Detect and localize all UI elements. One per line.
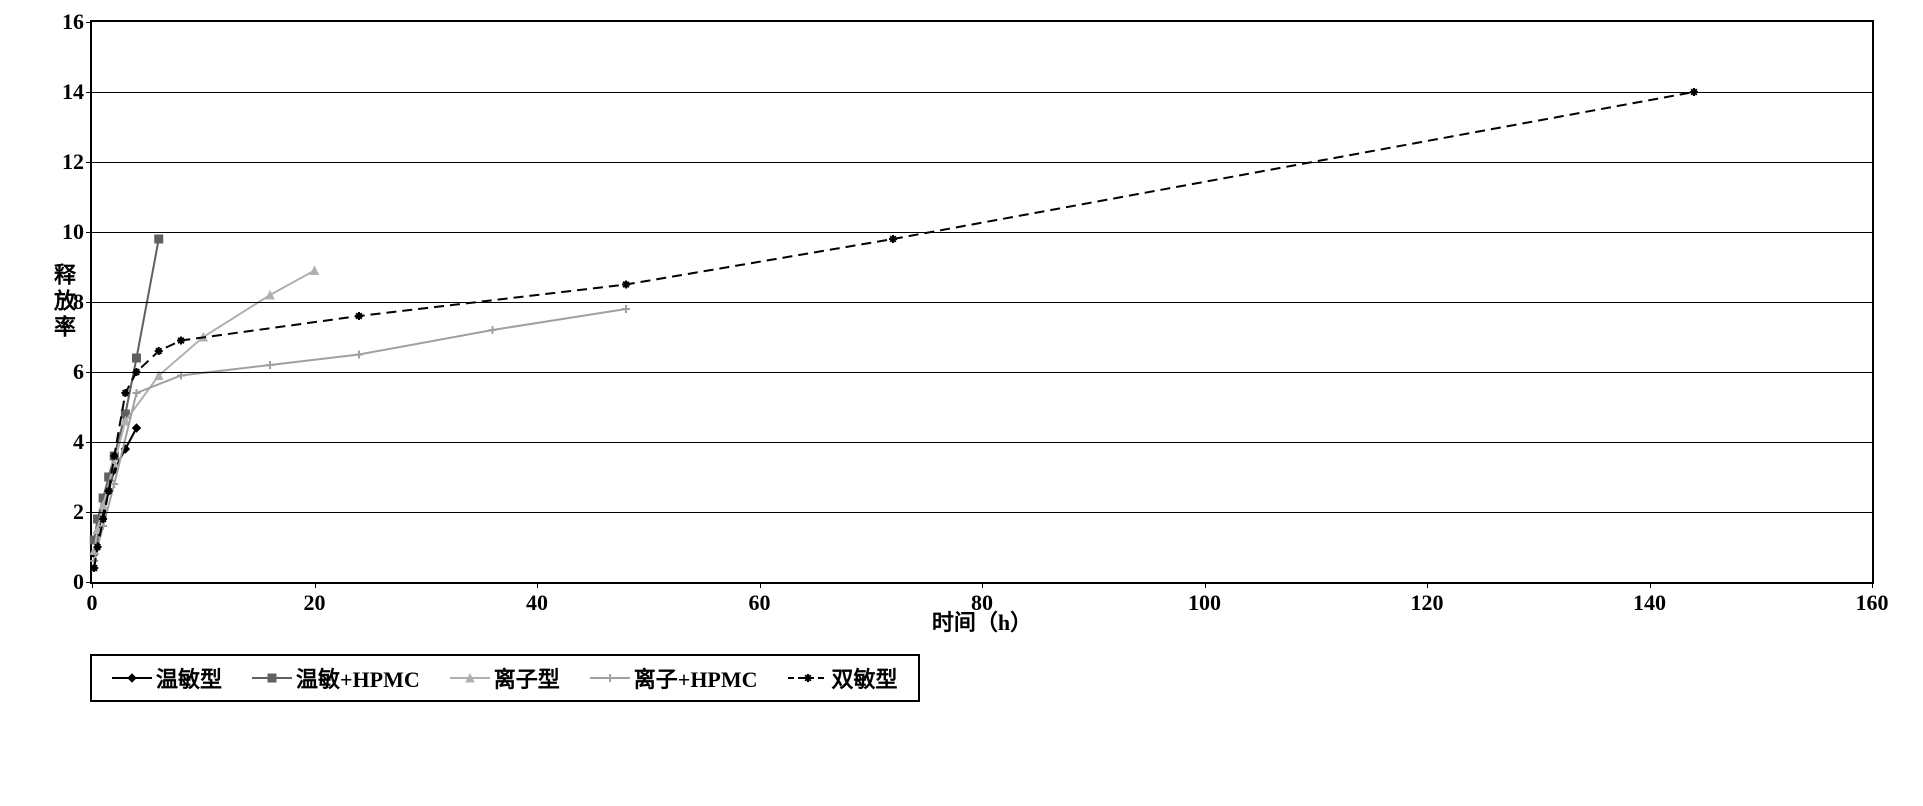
series-marker	[622, 281, 630, 289]
y-tick-label: 6	[73, 359, 92, 385]
series-marker	[355, 351, 363, 359]
y-tick-label: 14	[62, 79, 92, 105]
legend-swatch	[450, 671, 490, 685]
series-marker	[355, 312, 363, 320]
series-line	[94, 92, 1694, 568]
x-tick-label: 100	[1188, 582, 1221, 616]
chart-plot-area: 释放率 时间（h） 024681012141602040608010012014…	[90, 20, 1874, 584]
series-line	[94, 309, 626, 561]
x-tick-label: 120	[1411, 582, 1444, 616]
legend-item: 离子+HPMC	[590, 662, 758, 694]
series-marker	[133, 424, 141, 432]
series-marker	[266, 361, 274, 369]
x-tick-label: 60	[749, 582, 771, 616]
legend-item: 离子型	[450, 662, 560, 694]
legend-item: 温敏型	[112, 662, 222, 694]
legend-item: 双敏型	[788, 662, 898, 694]
series-marker	[889, 235, 897, 243]
series-marker	[133, 354, 141, 362]
x-tick-label: 20	[304, 582, 326, 616]
legend-item: 温敏+HPMC	[252, 662, 420, 694]
legend-swatch	[788, 671, 828, 685]
series-marker	[622, 305, 630, 313]
legend-swatch	[112, 671, 152, 685]
y-tick-label: 16	[62, 9, 92, 35]
legend-label: 温敏+HPMC	[296, 662, 420, 694]
x-tick-label: 160	[1856, 582, 1889, 616]
y-tick-label: 10	[62, 219, 92, 245]
series-marker	[311, 267, 319, 275]
series-marker	[266, 291, 274, 299]
legend-swatch	[252, 671, 292, 685]
legend-label: 双敏型	[832, 662, 898, 694]
series-marker	[155, 235, 163, 243]
series-marker	[133, 389, 141, 397]
legend-label: 离子+HPMC	[634, 662, 758, 694]
y-tick-label: 2	[73, 499, 92, 525]
series-marker	[177, 337, 185, 345]
legend: 温敏型 温敏+HPMC 离子型 离子+HPMC 双敏型	[90, 654, 920, 702]
legend-swatch	[590, 671, 630, 685]
y-tick-label: 4	[73, 429, 92, 455]
y-tick-label: 8	[73, 289, 92, 315]
legend-label: 离子型	[494, 662, 560, 694]
x-tick-label: 40	[526, 582, 548, 616]
x-tick-label: 0	[87, 582, 98, 616]
series-marker	[489, 326, 497, 334]
x-tick-label: 140	[1633, 582, 1666, 616]
legend-label: 温敏型	[156, 662, 222, 694]
x-tick-label: 80	[971, 582, 993, 616]
y-tick-label: 12	[62, 149, 92, 175]
